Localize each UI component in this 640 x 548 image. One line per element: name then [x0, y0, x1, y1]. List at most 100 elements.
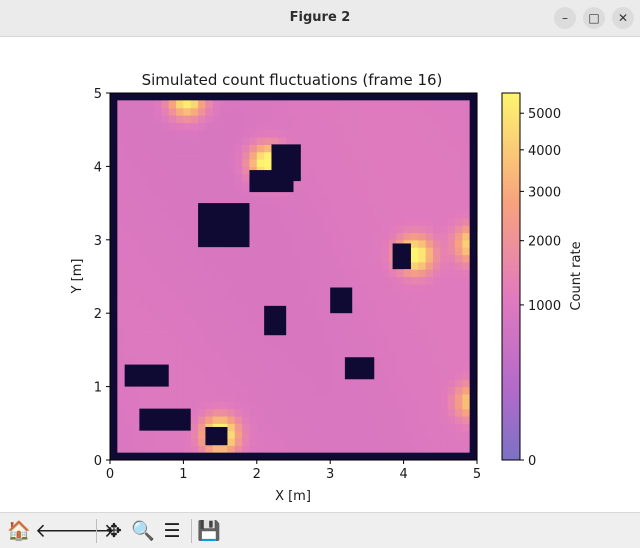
heatmap-cell [462, 217, 471, 226]
heatmap-cell [322, 173, 331, 182]
heatmap-cell [352, 445, 361, 454]
heatmap-cell [286, 349, 295, 358]
heatmap-cell [300, 239, 309, 248]
heatmap-cell [271, 188, 280, 197]
home-icon[interactable]: 🏠 [7, 520, 31, 542]
heatmap-cell [396, 173, 405, 182]
heatmap-cell [249, 159, 258, 167]
heatmap-cell [396, 181, 405, 190]
forward-arrow-icon[interactable]: 🡒 [64, 520, 115, 542]
heatmap-cell [418, 122, 427, 131]
maximize-icon[interactable]: □ [583, 7, 605, 29]
heatmap-cell [146, 445, 155, 454]
close-icon[interactable]: ✕ [612, 7, 634, 29]
back-arrow-icon[interactable]: 🡐 [35, 520, 86, 542]
zoom-magnifier-icon[interactable]: 🔍 [131, 520, 155, 542]
heatmap-cell [278, 291, 287, 300]
heatmap-cell [198, 181, 207, 190]
heatmap-cell [308, 166, 317, 175]
heatmap-cell [205, 291, 214, 300]
heatmap-cell [440, 217, 449, 226]
toolbar-separator [191, 519, 192, 543]
heatmap-cell [161, 239, 170, 248]
heatmap-cell [366, 144, 375, 153]
heatmap-cell [337, 269, 346, 278]
heatmap-cell [249, 445, 258, 454]
heatmap-cell [220, 188, 229, 197]
heatmap-cell [366, 181, 375, 190]
heatmap-cell [293, 445, 302, 454]
heatmap-cell [205, 188, 214, 197]
heatmap-cell [190, 342, 199, 351]
heatmap-cell [190, 430, 199, 439]
heatmap-cell [352, 298, 361, 307]
heatmap-cell [418, 261, 427, 270]
heatmap-cell [124, 195, 133, 204]
heatmap-cell [146, 313, 155, 322]
heatmap-cell [242, 100, 251, 109]
heatmap-cell [132, 408, 140, 417]
heatmap-cell [300, 445, 309, 454]
heatmap-cell [366, 159, 375, 167]
heatmap-cell [300, 342, 309, 351]
heatmap-cell [322, 100, 331, 109]
heatmap-cell [381, 232, 390, 241]
heatmap-cell [410, 115, 419, 123]
heatmap-cell [432, 327, 441, 336]
heatmap-cell [205, 386, 214, 395]
heatmap-cell [432, 386, 441, 395]
heatmap-cell [293, 217, 302, 226]
minimize-icon[interactable]: – [554, 7, 576, 29]
heatmap-cell [271, 107, 280, 116]
heatmap-cell [117, 115, 126, 123]
heatmap-cell [396, 393, 405, 402]
heatmap-cell [154, 357, 162, 366]
heatmap-cell [300, 107, 309, 116]
heatmap-cell [293, 379, 302, 388]
heatmap-cell [161, 305, 170, 314]
heatmap-cell [410, 254, 419, 263]
heatmap-cell [322, 313, 331, 322]
heatmap-cell [117, 327, 126, 336]
heatmap-cell [198, 313, 207, 322]
heatmap-cell [117, 173, 126, 182]
pan-move-icon[interactable]: ✥ [106, 520, 122, 542]
heatmap-cell [462, 181, 471, 190]
heatmap-cell [418, 254, 427, 263]
heatmap-cell [300, 261, 309, 270]
heatmap-cell [249, 437, 258, 446]
heatmap-cell [154, 137, 162, 145]
heatmap-cell [462, 445, 471, 454]
heatmap-cell [388, 217, 397, 226]
heatmap-cell [227, 386, 236, 395]
heatmap-cell [154, 129, 162, 138]
heatmap-cell [139, 115, 148, 123]
heatmap-cell [176, 100, 184, 109]
heatmap-cell [374, 137, 383, 145]
heatmap-cell [198, 437, 207, 446]
heatmap-cell [344, 115, 353, 123]
heatmap-cell [190, 100, 199, 109]
heatmap-cell [117, 291, 126, 300]
heatmap-cell [117, 151, 126, 160]
y-tick-label: 2 [94, 307, 102, 322]
heatmap-cell [352, 291, 361, 300]
heatmap-cell [220, 254, 229, 263]
heatmap-cell [359, 181, 368, 190]
heatmap-cell [278, 364, 287, 373]
heatmap-cell [146, 335, 155, 344]
heatmap-cell [132, 129, 140, 138]
heatmap-cell [447, 173, 456, 182]
save-floppy-icon[interactable]: 💾 [197, 520, 221, 542]
heatmap-cell [374, 239, 383, 248]
heatmap-cell [190, 349, 199, 358]
heatmap-cell [396, 100, 405, 109]
configure-subplots-icon[interactable]: ☰ [163, 520, 181, 542]
plot-frame [109, 92, 478, 461]
heatmap-cell [183, 247, 192, 256]
heatmap-cell [146, 129, 155, 138]
heatmap-cell [440, 393, 449, 402]
colorbar-tick-label: 5000 [528, 107, 561, 122]
heatmap-cell [315, 217, 324, 226]
heatmap-cell [374, 335, 383, 344]
